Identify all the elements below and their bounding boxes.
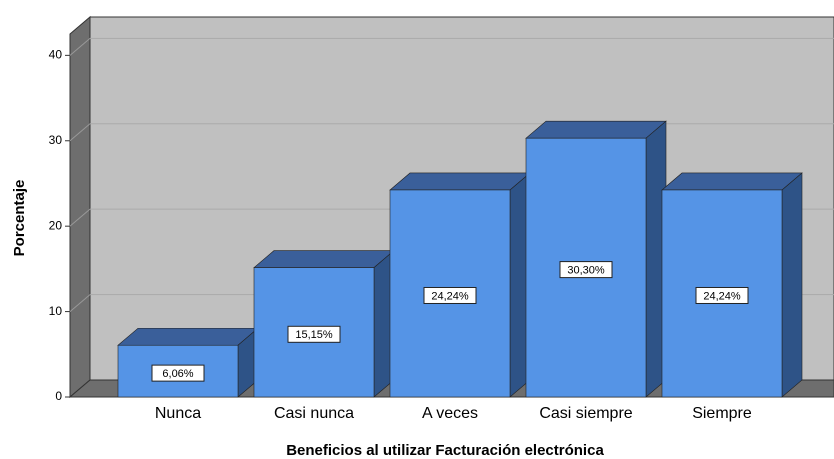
- value-label: 24,24%: [703, 290, 741, 302]
- value-label-box: [695, 286, 749, 304]
- bar: [117, 327, 259, 398]
- grid-line: [69, 208, 91, 227]
- bar-top: [389, 172, 531, 191]
- value-label: 24,24%: [431, 290, 469, 302]
- bar-top: [525, 120, 667, 139]
- bar-top: [661, 172, 803, 191]
- x-tick-label: Nunca: [155, 405, 201, 422]
- x-tick-label: A veces: [422, 405, 478, 422]
- y-tick-label: 20: [49, 218, 63, 232]
- bar: [253, 249, 395, 398]
- x-tick-label: Casi nunca: [274, 405, 354, 422]
- x-tick-label: Casi siempre: [539, 405, 632, 422]
- y-tick-label: 40: [49, 48, 63, 62]
- y-tick-label: 0: [55, 389, 62, 403]
- side-wall: [69, 15, 91, 399]
- bar: [389, 172, 531, 398]
- value-label: 30,30%: [567, 265, 605, 277]
- grid-line: [69, 123, 91, 142]
- grid-line: [69, 294, 91, 312]
- grid-line: [69, 37, 91, 56]
- value-label: 15,15%: [295, 329, 333, 341]
- value-label-box: [559, 261, 613, 279]
- bar: [661, 172, 803, 398]
- value-label: 6,06%: [162, 368, 193, 380]
- bar-top: [253, 250, 395, 268]
- x-tick-label: Siempre: [692, 405, 752, 422]
- bar: [525, 120, 667, 398]
- y-tick-label: 30: [49, 133, 63, 147]
- value-label-box: [151, 364, 205, 382]
- x-axis-title: Beneficios al utilizar Facturación elect…: [286, 442, 604, 459]
- bar-side: [781, 172, 803, 398]
- value-label-box: [423, 286, 477, 304]
- y-axis-title: Porcentaje: [11, 180, 28, 257]
- y-tick-label: 10: [49, 304, 63, 318]
- bar-top: [117, 327, 259, 346]
- value-label-box: [287, 325, 341, 343]
